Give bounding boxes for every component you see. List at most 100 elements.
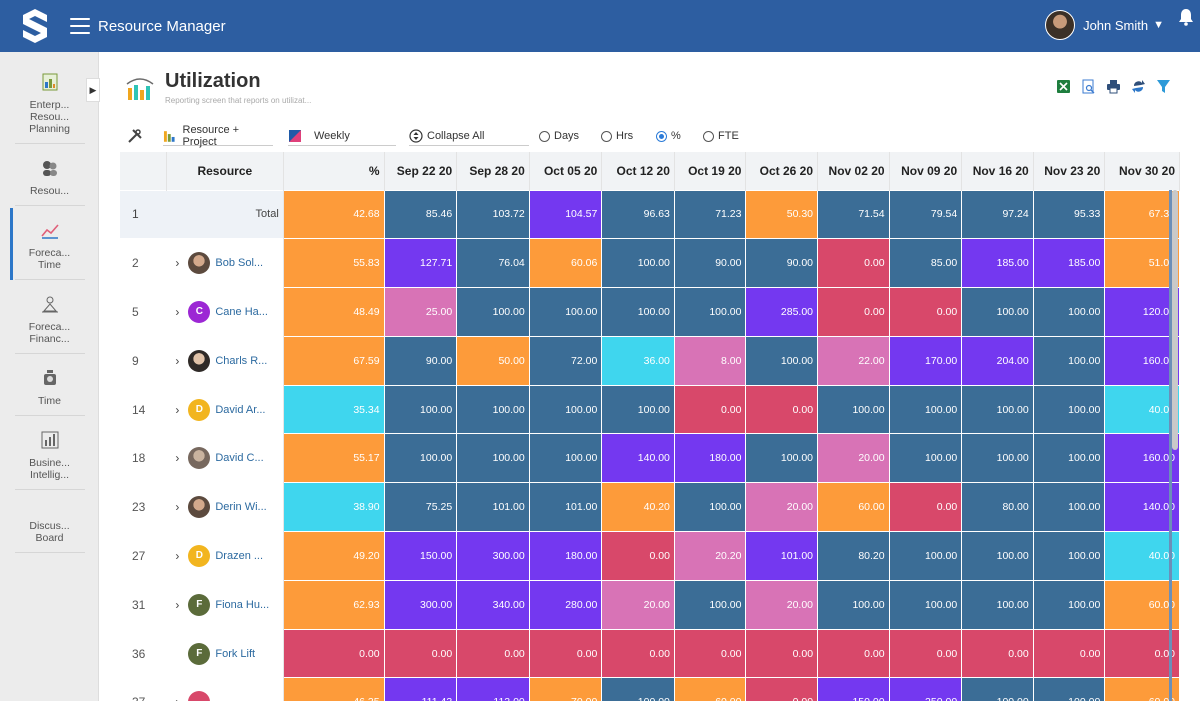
utilization-cell[interactable]: 0.00 <box>601 531 675 581</box>
utilization-cell[interactable]: 100.00 <box>674 482 747 532</box>
sidebar-item-erp[interactable]: Enterp... Resou... Planning <box>0 52 99 144</box>
utilization-cell[interactable]: 75.25 <box>384 482 458 532</box>
utilization-cell[interactable]: 185.00 <box>961 238 1034 288</box>
utilization-cell[interactable]: 96.63 <box>601 190 675 239</box>
grid-header-week[interactable]: Nov 23 20 <box>1033 152 1106 190</box>
utilization-cell[interactable]: 20.00 <box>817 433 890 483</box>
resource-name[interactable]: Drazen ... <box>215 549 264 562</box>
utilization-cell[interactable]: 8.00 <box>674 336 747 386</box>
utilization-cell[interactable]: 250.00 <box>889 677 963 701</box>
filter-button[interactable] <box>1155 78 1172 95</box>
utilization-cell[interactable]: 100.00 <box>1033 385 1106 434</box>
utilization-cell[interactable]: 60.00 <box>674 677 747 701</box>
utilization-cell[interactable]: 100.00 <box>529 385 603 434</box>
expand-chevron-icon[interactable]: › <box>175 597 180 612</box>
utilization-cell[interactable]: 104.57 <box>529 190 603 239</box>
utilization-cell[interactable]: 71.23 <box>674 190 747 239</box>
utilization-cell[interactable]: 204.00 <box>961 336 1034 386</box>
sidebar-item-time[interactable]: Time <box>0 354 99 416</box>
resource-cell[interactable]: › Derin Wi... <box>166 482 284 532</box>
utilization-cell[interactable]: 60.00 <box>1104 580 1180 630</box>
table-row[interactable]: 5 › C Cane Ha... 48.49 25.00 100.00 100.00 100.0… <box>120 287 1180 337</box>
resource-name[interactable]: Bob Sol... <box>215 257 264 270</box>
utilization-cell[interactable]: 300.00 <box>384 580 458 630</box>
utilization-cell[interactable]: 100.00 <box>456 385 530 434</box>
utilization-cell[interactable]: 185.00 <box>1033 238 1106 288</box>
resource-cell[interactable]: F Fork Lift <box>166 629 284 678</box>
expand-chevron-icon[interactable]: › <box>175 304 180 319</box>
expand-chevron-icon[interactable]: › <box>175 256 180 271</box>
radio-days-circle[interactable] <box>539 130 550 142</box>
utilization-cell[interactable]: 100.00 <box>601 287 675 337</box>
expand-chevron-icon[interactable]: › <box>166 695 188 701</box>
utilization-cell[interactable]: 25.00 <box>384 287 458 337</box>
utilization-cell[interactable]: 340.00 <box>456 580 530 630</box>
utilization-cell[interactable]: 0.00 <box>745 385 819 434</box>
utilization-cell[interactable]: 140.00 <box>1104 482 1180 532</box>
utilization-cell[interactable]: 95.33 <box>1033 190 1106 239</box>
table-row[interactable]: 18 › David C... 55.17 100.00 100.00 100.00 140.… <box>120 433 1180 483</box>
radio-percent[interactable]: % <box>656 126 681 146</box>
utilization-cell[interactable]: 20.00 <box>745 482 819 532</box>
utilization-cell[interactable]: 0.00 <box>817 238 890 288</box>
radio-fte-circle[interactable] <box>703 130 714 142</box>
utilization-cell[interactable]: 0.00 <box>456 629 530 678</box>
utilization-cell[interactable]: 100.00 <box>1033 336 1106 386</box>
utilization-cell[interactable]: 100.00 <box>529 433 603 483</box>
utilization-cell[interactable]: 100.00 <box>384 433 458 483</box>
grid-header-week[interactable]: Oct 19 20 <box>674 152 747 190</box>
grid-header-week[interactable]: Oct 26 20 <box>745 152 819 190</box>
utilization-cell[interactable]: 70.00 <box>529 677 603 701</box>
utilization-cell[interactable]: 100.00 <box>529 287 603 337</box>
utilization-cell[interactable]: 90.00 <box>384 336 458 386</box>
utilization-cell[interactable]: 112.00 <box>456 677 530 701</box>
resource-cell[interactable]: › Bob Sol... <box>166 238 284 288</box>
radio-fte[interactable]: FTE <box>703 126 739 146</box>
utilization-cell[interactable]: 100.00 <box>384 385 458 434</box>
grid-header-week[interactable]: Sep 28 20 <box>456 152 530 190</box>
grid-header-week[interactable]: Nov 09 20 <box>889 152 963 190</box>
collapse-all-button[interactable]: Collapse All <box>409 126 529 146</box>
utilization-cell[interactable]: 160.00 <box>1104 433 1180 483</box>
resource-name[interactable]: David C... <box>215 452 264 465</box>
utilization-cell[interactable]: 0.00 <box>1104 629 1180 678</box>
resource-cell[interactable]: › <box>166 677 284 701</box>
utilization-cell[interactable]: 100.00 <box>961 580 1034 630</box>
settings-tools-button[interactable] <box>127 126 143 146</box>
utilization-cell[interactable]: 0.00 <box>1033 629 1106 678</box>
utilization-cell[interactable]: 285.00 <box>745 287 819 337</box>
expand-chevron-icon[interactable]: › <box>175 500 180 515</box>
table-row[interactable]: 14 › D David Ar... 35.34 100.00 100.00 100.00 10… <box>120 385 1180 434</box>
utilization-cell[interactable]: 100.00 <box>1033 677 1106 701</box>
utilization-cell[interactable]: 0.00 <box>817 629 890 678</box>
export-excel-button[interactable] <box>1055 78 1072 95</box>
grid-header-week[interactable]: Oct 05 20 <box>529 152 603 190</box>
utilization-cell[interactable]: 100.00 <box>456 287 530 337</box>
utilization-cell[interactable]: 60.00 <box>817 482 890 532</box>
utilization-cell[interactable]: 50.00 <box>456 336 530 386</box>
utilization-cell[interactable]: 100.00 <box>601 677 675 701</box>
utilization-cell[interactable]: 22.00 <box>817 336 890 386</box>
sidebar-item-resources[interactable]: Resou... <box>0 144 99 206</box>
utilization-cell[interactable]: 100.00 <box>961 677 1034 701</box>
utilization-cell[interactable]: 0.00 <box>529 629 603 678</box>
utilization-cell[interactable]: 100.00 <box>1033 287 1106 337</box>
utilization-cell[interactable]: 90.00 <box>745 238 819 288</box>
utilization-cell[interactable]: 0.00 <box>674 629 747 678</box>
resource-name[interactable]: Fiona Hu... <box>215 598 270 611</box>
resource-cell[interactable]: › F Fiona Hu... <box>166 580 284 630</box>
resource-name[interactable]: Charls R... <box>215 354 268 367</box>
utilization-cell[interactable]: 0.00 <box>601 629 675 678</box>
resource-cell[interactable]: › D Drazen ... <box>166 531 284 581</box>
utilization-cell[interactable]: 180.00 <box>529 531 603 581</box>
grid-header-week[interactable]: Nov 02 20 <box>817 152 890 190</box>
utilization-cell[interactable]: 0.00 <box>817 287 890 337</box>
utilization-cell[interactable]: 0.00 <box>384 629 458 678</box>
utilization-cell[interactable]: 300.00 <box>456 531 530 581</box>
utilization-cell[interactable]: 180.00 <box>674 433 747 483</box>
radio-days[interactable]: Days <box>539 126 579 146</box>
resource-cell[interactable]: › Charls R... <box>166 336 284 386</box>
utilization-cell[interactable]: 20.00 <box>601 580 675 630</box>
grid-header-resource[interactable]: Resource <box>166 152 284 190</box>
utilization-cell[interactable]: 40.20 <box>601 482 675 532</box>
